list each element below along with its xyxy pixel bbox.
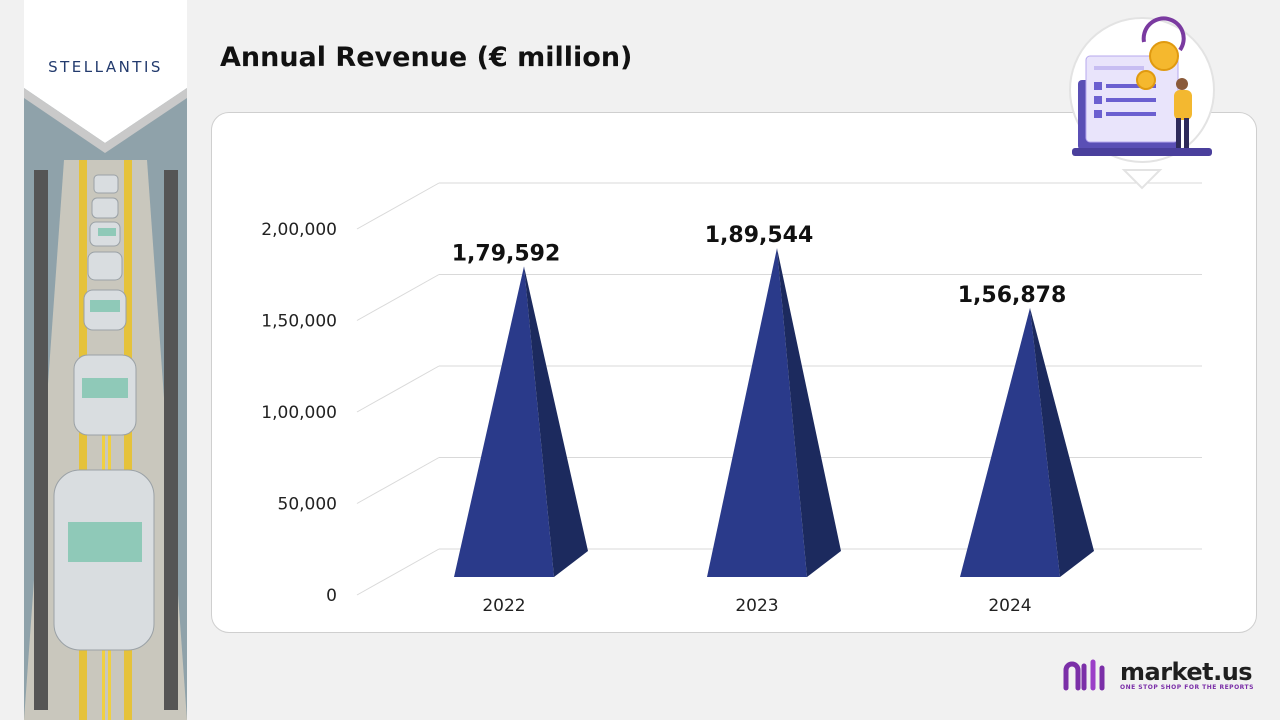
brand-name: market.us (1120, 658, 1253, 686)
market-us-brand: market.us ONE STOP SHOP FOR THE REPORTS (1062, 656, 1262, 696)
x-tick-label: 2024 (988, 596, 1031, 616)
gridline-diagonal (356, 274, 440, 321)
y-tick-label: 0 (326, 586, 337, 606)
stellantis-logo: STELLANTIS (48, 58, 163, 76)
pyramid-side-face (1030, 307, 1094, 577)
page-title: Annual Revenue (€ million) (220, 42, 633, 73)
data-label: 1,79,592 (452, 241, 561, 266)
pyramid-side-face (777, 248, 841, 578)
finance-illustration (1069, 16, 1215, 190)
gridline-diagonal (356, 548, 440, 596)
gridline-diagonal (356, 365, 440, 413)
pyramid-front-face (454, 266, 554, 577)
factory-line-illustration (24, 0, 187, 720)
gridline-diagonal (356, 457, 440, 504)
gridline-diagonal (356, 182, 440, 230)
y-tick-label: 50,000 (278, 495, 337, 515)
x-tick-label: 2022 (482, 596, 525, 616)
pyramid-front-face (960, 307, 1060, 577)
logo-badge (24, 0, 187, 153)
chart-card: 0 50,000 1,00,000 1,50,000 2,00,000 1,79,592 2… (211, 112, 1257, 633)
y-tick-label: 1,00,000 (261, 403, 337, 423)
brand-tagline: ONE STOP SHOP FOR THE REPORTS (1120, 684, 1254, 691)
market-us-logo-icon (1063, 659, 1105, 691)
revenue-pyramid-chart: 0 50,000 1,00,000 1,50,000 2,00,000 1,79,592 2… (261, 182, 1202, 616)
pyramid-front-face (707, 248, 807, 578)
y-tick-label: 1,50,000 (261, 312, 337, 332)
data-label: 1,89,544 (705, 223, 814, 248)
x-tick-label: 2023 (735, 596, 778, 616)
data-label: 1,56,878 (958, 283, 1067, 308)
pyramid-side-face (524, 266, 588, 577)
y-tick-label: 2,00,000 (261, 220, 337, 240)
